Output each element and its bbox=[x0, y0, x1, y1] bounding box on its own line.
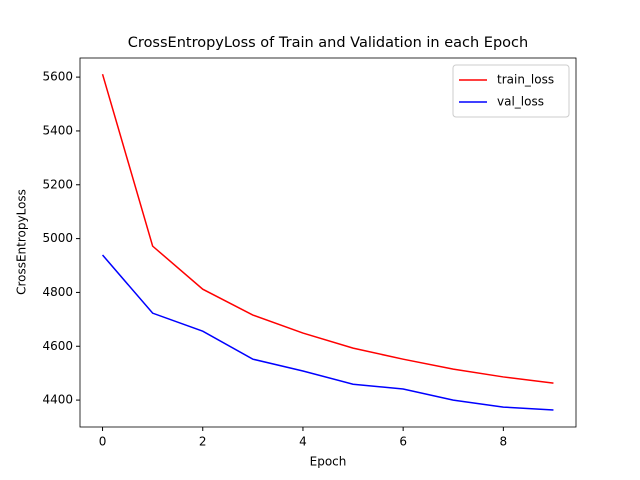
x-tick-label: 2 bbox=[199, 435, 207, 449]
y-tick-label: 4800 bbox=[42, 285, 73, 299]
x-axis-label: Epoch bbox=[310, 455, 347, 469]
y-tick-label: 5200 bbox=[42, 177, 73, 191]
chart-title: CrossEntropyLoss of Train and Validation… bbox=[128, 35, 528, 51]
y-axis-label: CrossEntropyLoss bbox=[15, 189, 29, 295]
y-tick-label: 4400 bbox=[42, 393, 73, 407]
plot-frame bbox=[79, 57, 577, 428]
legend-label: train_loss bbox=[497, 73, 554, 87]
y-tick-label: 5000 bbox=[42, 231, 73, 245]
line bbox=[101, 254, 554, 411]
x-tick-label: 6 bbox=[399, 435, 407, 449]
line bbox=[101, 73, 554, 384]
y-tick-label: 5400 bbox=[42, 123, 73, 137]
legend-box bbox=[452, 64, 570, 118]
legend-label: val_loss bbox=[497, 95, 544, 109]
x-tick-label: 0 bbox=[99, 435, 107, 449]
x-tick-label: 4 bbox=[299, 435, 307, 449]
y-tick-label: 4600 bbox=[42, 339, 73, 353]
x-tick-label: 8 bbox=[500, 435, 508, 449]
y-tick-label: 5600 bbox=[42, 70, 73, 84]
